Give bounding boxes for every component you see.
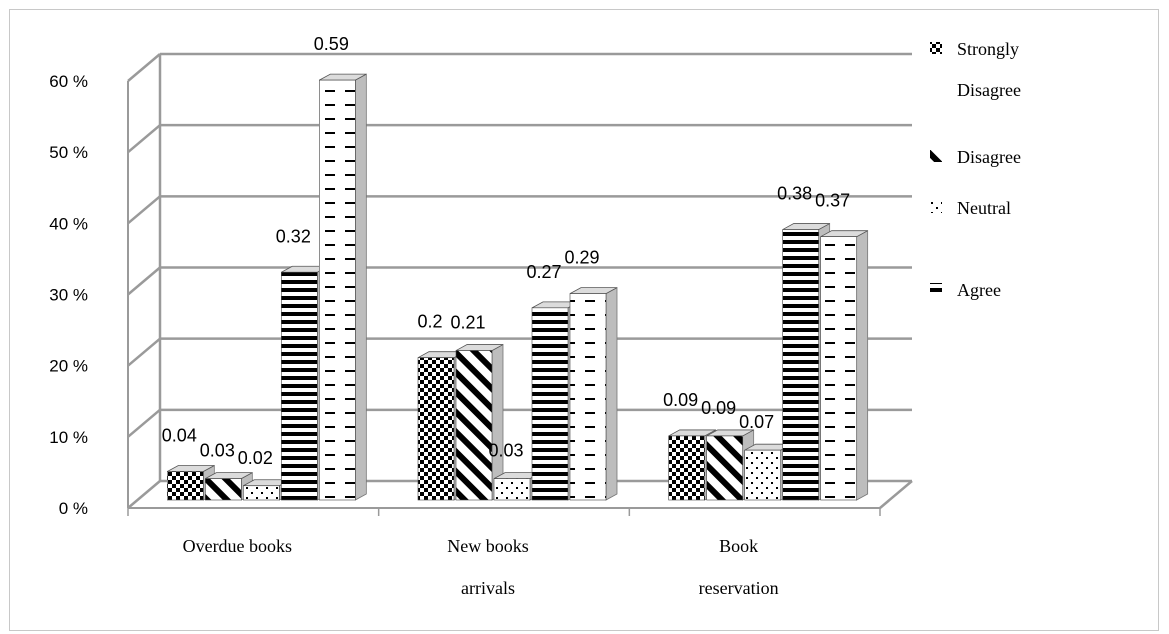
legend: Strongly Disagree Disagree Neutral Agree	[930, 39, 1021, 300]
y-tick-label: 50 %	[49, 143, 88, 162]
bar-side	[856, 230, 869, 501]
x-category-label: Overdue books	[183, 536, 292, 556]
x-category-label: New books	[447, 536, 529, 556]
bar-front	[706, 435, 743, 501]
bar-side	[354, 73, 367, 501]
gridline-side	[127, 408, 161, 438]
data-label: 0.37	[815, 191, 850, 211]
data-label: 0.03	[488, 441, 523, 461]
bar-front	[569, 293, 607, 501]
bar	[205, 471, 253, 501]
data-label: 0.2	[417, 312, 442, 332]
y-tick-label: 40 %	[49, 214, 88, 233]
legend-label: Disagree	[957, 147, 1021, 167]
data-label: 0.29	[564, 248, 599, 268]
data-label: 0.32	[276, 226, 311, 246]
x-axis-category-labels: Overdue books New books arrivals Book reserv…	[183, 536, 779, 598]
data-label: 0.21	[450, 313, 485, 333]
data-label: 0.09	[663, 390, 698, 410]
legend-item: Strongly Disagree	[930, 39, 1021, 100]
legend-label: Neutral	[957, 198, 1011, 218]
bar	[455, 343, 504, 501]
y-tick-label: 0 %	[59, 499, 88, 518]
bar-front	[820, 236, 857, 501]
legend-label: Disagree	[957, 80, 1021, 100]
x-category-label: arrivals	[461, 578, 515, 598]
legend-item: Agree	[930, 280, 1001, 300]
data-label: 0.09	[701, 398, 736, 418]
data-label: 0.07	[739, 412, 774, 432]
y-axis-tick-labels: 0 % 10 % 20 % 30 % 40 % 50 % 60 %	[49, 72, 88, 518]
legend-swatch	[930, 42, 942, 54]
gridline-side	[127, 266, 161, 296]
data-label: 0.04	[162, 426, 197, 446]
legend-swatch	[930, 150, 942, 162]
gridline-side	[127, 53, 161, 82]
bar	[319, 73, 367, 501]
gridline-side	[127, 337, 161, 367]
bar-front	[167, 471, 204, 501]
bar-front	[243, 485, 280, 501]
legend-swatch	[930, 201, 942, 213]
gridline-side	[127, 480, 161, 509]
bar-front	[744, 449, 781, 501]
bar	[243, 479, 291, 501]
y-tick-label: 20 %	[49, 357, 88, 376]
data-label: 0.02	[238, 448, 273, 468]
bar-front	[668, 435, 705, 501]
legend-label: Agree	[957, 280, 1001, 300]
floor-right-edge	[879, 480, 913, 509]
y-tick-label: 30 %	[49, 286, 88, 305]
data-labels: 0.040.03 0.020.320.590.2 0.210.030.270.290…	[162, 34, 850, 468]
y-tick-label: 10 %	[49, 428, 88, 447]
data-label: 0.38	[777, 184, 812, 204]
data-label: 0.03	[200, 441, 235, 461]
legend-label: Strongly	[957, 39, 1019, 59]
bar-front	[417, 357, 455, 501]
data-label: 0.27	[526, 262, 561, 282]
x-category-label: Book	[719, 536, 758, 556]
legend-item: Neutral	[930, 198, 1011, 218]
legend-item: Disagree	[930, 147, 1021, 167]
bar-front	[455, 350, 493, 501]
y-tick-label: 60 %	[49, 72, 88, 91]
gridline-side	[127, 195, 161, 225]
gridline-side	[127, 124, 161, 154]
bar-front	[493, 478, 531, 501]
bar-front	[782, 229, 819, 501]
bar	[569, 286, 618, 501]
bar	[820, 230, 869, 501]
x-category-label: reservation	[699, 578, 779, 598]
bar-front	[281, 271, 318, 501]
bar-side	[605, 286, 618, 501]
data-label: 0.59	[314, 34, 349, 54]
legend-swatch	[930, 283, 942, 295]
bar-front	[319, 79, 356, 501]
bar-front	[531, 307, 569, 501]
bars	[167, 73, 869, 501]
chart-frame	[9, 9, 1159, 631]
bar-front	[205, 478, 242, 501]
